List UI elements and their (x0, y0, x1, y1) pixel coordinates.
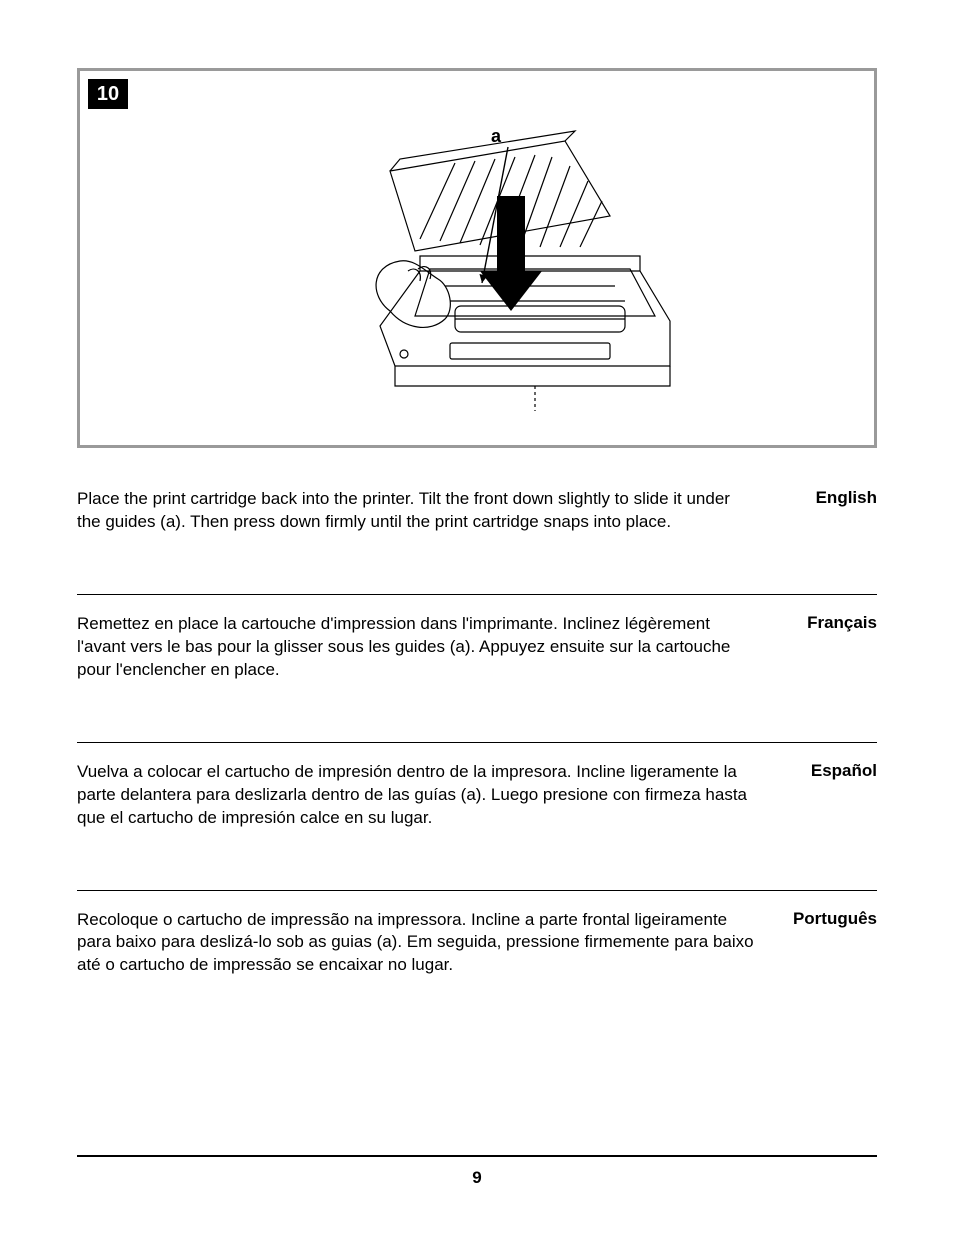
instruction-text: Remettez en place la cartouche d'impress… (77, 613, 777, 682)
instruction-row: Recoloque o cartucho de impressão na imp… (77, 891, 877, 1038)
page-number: 9 (0, 1168, 954, 1188)
language-label: Português (777, 909, 877, 978)
instruction-row: Remettez en place la cartouche d'impress… (77, 595, 877, 743)
callout-label-a: a (491, 126, 501, 147)
insert-arrow-icon (480, 196, 542, 311)
language-label: English (777, 488, 877, 534)
printer-illustration (360, 111, 700, 411)
instruction-text: Vuelva a colocar el cartucho de impresió… (77, 761, 777, 830)
figure-box: 10 (77, 68, 877, 448)
instruction-text: Recoloque o cartucho de impressão na imp… (77, 909, 777, 978)
instruction-list: Place the print cartridge back into the … (77, 470, 877, 1037)
language-label: Español (777, 761, 877, 830)
instruction-row: Place the print cartridge back into the … (77, 470, 877, 595)
step-number: 10 (97, 83, 119, 106)
footer-rule (77, 1155, 877, 1157)
step-number-badge: 10 (88, 79, 128, 109)
language-label: Français (777, 613, 877, 682)
instruction-text: Place the print cartridge back into the … (77, 488, 777, 534)
instruction-row: Vuelva a colocar el cartucho de impresió… (77, 743, 877, 891)
